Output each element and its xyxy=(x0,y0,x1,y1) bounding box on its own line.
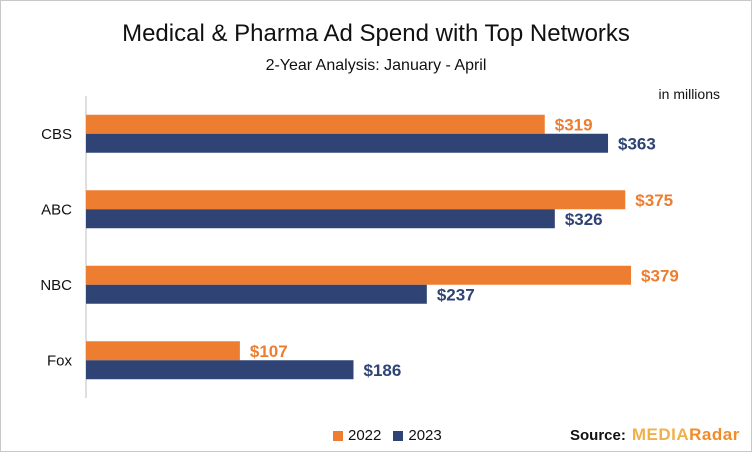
data-label-nbc-2023: $237 xyxy=(437,285,475,304)
data-label-abc-2023: $326 xyxy=(565,210,603,229)
source-label: Source: xyxy=(570,427,626,444)
units-note: in millions xyxy=(658,86,720,102)
mediaradar-logo: MEDIARadar xyxy=(632,425,740,445)
bar-nbc-2022 xyxy=(86,265,632,285)
chart-subtitle: 2-Year Analysis: January - April xyxy=(265,57,487,74)
data-label-fox-2022: $107 xyxy=(250,342,288,361)
y-tick-label-cbs: CBS xyxy=(41,126,72,143)
chart-title: Medical & Pharma Ad Spend with Top Netwo… xyxy=(122,20,630,47)
bar-abc-2022 xyxy=(86,190,626,210)
data-label-nbc-2022: $379 xyxy=(641,266,679,285)
bar-fox-2022 xyxy=(86,341,240,361)
bar-nbc-2023 xyxy=(86,284,427,304)
bar-cbs-2023 xyxy=(86,133,609,153)
y-tick-label-nbc: NBC xyxy=(40,277,72,294)
legend-label-2023: 2023 xyxy=(408,427,442,444)
y-tick-label-fox: Fox xyxy=(47,352,73,369)
legend-label-2022: 2022 xyxy=(348,427,382,444)
data-label-abc-2022: $375 xyxy=(635,191,673,210)
legend-swatch-2022 xyxy=(333,430,343,441)
logo-text-media: MEDIA xyxy=(631,425,690,444)
bar-fox-2023 xyxy=(86,360,354,380)
bar-abc-2023 xyxy=(86,209,555,229)
data-label-cbs-2023: $363 xyxy=(618,134,656,153)
legend-item-2023: 2023 xyxy=(393,427,442,444)
legend-swatch-2023 xyxy=(393,430,404,441)
data-label-fox-2023: $186 xyxy=(363,361,401,380)
source-credit: Source: MEDIARadar xyxy=(570,425,740,445)
bar-cbs-2022 xyxy=(86,114,545,134)
logo-text-radar: Radar xyxy=(689,425,740,444)
data-label-cbs-2022: $319 xyxy=(555,115,593,134)
legend-item-2022: 2022 xyxy=(333,427,381,444)
legend: 2022 2023 xyxy=(333,427,454,444)
y-tick-label-abc: ABC xyxy=(41,201,72,218)
